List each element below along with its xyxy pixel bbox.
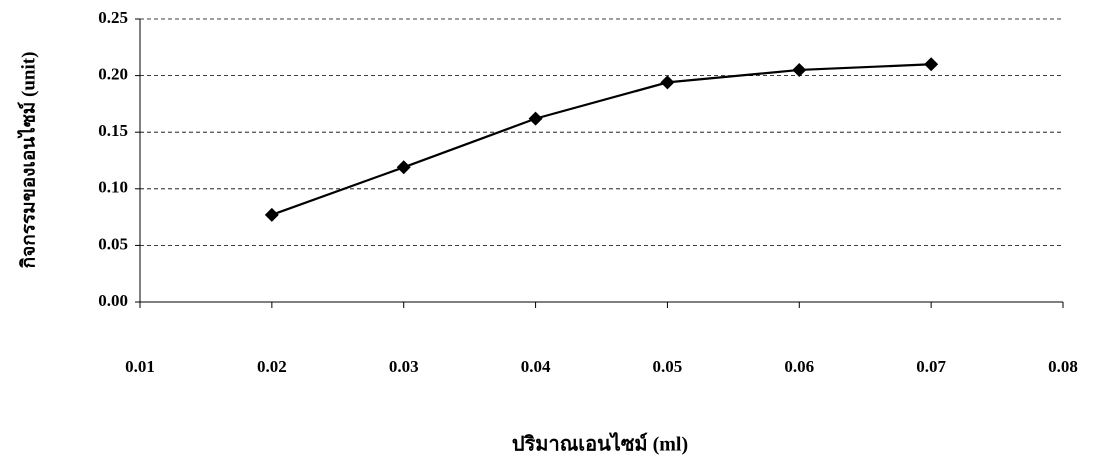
data-point bbox=[397, 160, 411, 174]
y-tick-label: 0.00 bbox=[98, 291, 128, 310]
x-tick-label: 0.04 bbox=[521, 357, 551, 376]
x-tick-label: 0.03 bbox=[389, 357, 419, 376]
x-tick-label: 0.05 bbox=[653, 357, 683, 376]
y-tick-label: 0.15 bbox=[98, 121, 128, 140]
data-point bbox=[265, 208, 279, 222]
data-point bbox=[529, 112, 543, 126]
x-axis-label: ปริมาณเอนไซม์ (ml) bbox=[512, 432, 688, 456]
data-point bbox=[660, 75, 674, 89]
x-tick-label: 0.06 bbox=[784, 357, 814, 376]
x-tick-label: 0.02 bbox=[257, 357, 287, 376]
y-tick-label: 0.25 bbox=[98, 8, 128, 27]
x-tick-label: 0.01 bbox=[125, 357, 155, 376]
data-line bbox=[272, 64, 931, 215]
y-tick-label: 0.05 bbox=[98, 234, 128, 253]
x-tick-label: 0.07 bbox=[916, 357, 946, 376]
x-tick-label: 0.08 bbox=[1048, 357, 1078, 376]
chart: ปริมาณเอนไซม์ (ml) กิจกรรมของเอนไซม์ (un… bbox=[0, 0, 1096, 467]
y-tick-label: 0.10 bbox=[98, 178, 128, 197]
y-axis-label: กิจกรรมของเอนไซม์ (unit) bbox=[16, 52, 39, 269]
data-point bbox=[792, 63, 806, 77]
y-tick-label: 0.20 bbox=[98, 65, 128, 84]
data-point bbox=[924, 57, 938, 71]
